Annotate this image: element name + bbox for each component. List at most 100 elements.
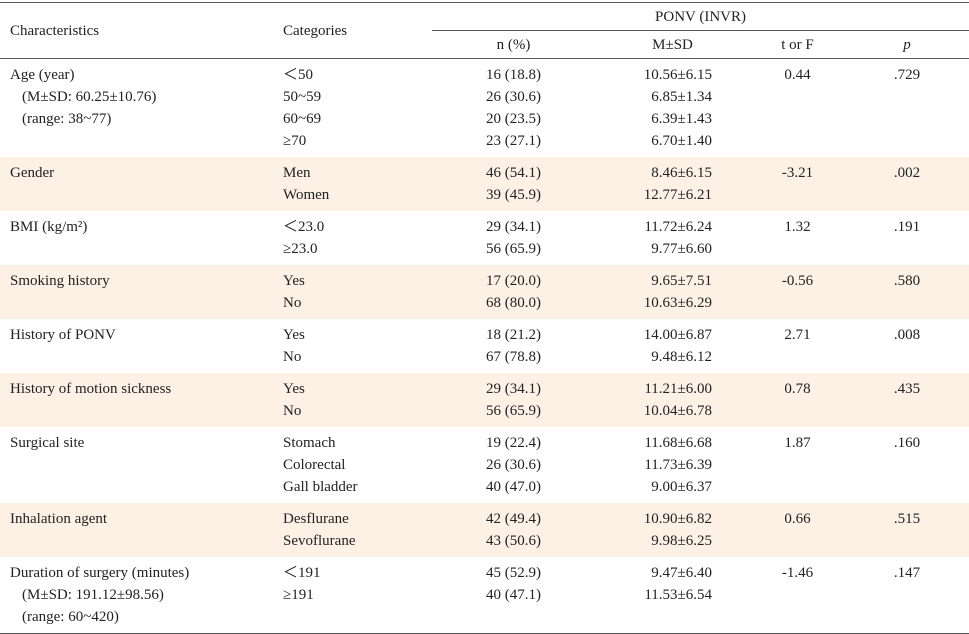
msd-text: 6.85±1.34 xyxy=(651,89,712,105)
header-group: PONV (INVR) xyxy=(432,2,969,31)
table-cell: Gender xyxy=(0,157,275,211)
characteristic-text: History of PONV xyxy=(10,327,116,343)
header-cell: M±SD xyxy=(595,30,750,59)
characteristic-text: (M±SD: 60.25±10.76) xyxy=(22,89,157,105)
n-text: 40 (47.0) xyxy=(486,479,541,495)
categories-text: ＜191 xyxy=(283,565,321,581)
table-cell: Stomach Colorectal Gall bladder xyxy=(275,427,432,503)
categories-text: 50~59 xyxy=(283,89,322,105)
n-text: 23 (27.1) xyxy=(486,133,541,149)
stat-cell: -1.46 xyxy=(750,557,845,634)
characteristic-text: (M±SD: 191.12±98.56) xyxy=(22,587,164,603)
table-cell: Inhalation agent xyxy=(0,503,275,557)
table-cell: History of PONV xyxy=(0,319,275,373)
p-cell: .515 xyxy=(845,503,969,557)
table-body: Age (year) (M±SD: 60.25±10.76) (range: 38~… xyxy=(0,59,969,634)
msd-text: 11.72±6.24 xyxy=(644,219,712,235)
p-cell: .002 xyxy=(845,157,969,211)
table-cell: 45 (52.9) 40 (47.1) xyxy=(432,557,595,634)
table-cell: Surgical site xyxy=(0,427,275,503)
categories-text: ≥70 xyxy=(283,133,307,149)
header-cell: n (%) xyxy=(432,30,595,59)
header-cell: p xyxy=(845,30,969,59)
characteristic-text: History of motion sickness xyxy=(10,381,172,397)
categories-text: No xyxy=(283,295,302,311)
characteristic-text: Gender xyxy=(10,165,55,181)
msd-text: 9.98±6.25 xyxy=(651,533,712,549)
msd-text: 11.73±6.39 xyxy=(644,457,712,473)
n-text: 39 (45.9) xyxy=(486,187,541,203)
msd-text: 9.77±6.60 xyxy=(651,241,712,257)
categories-text: ≥191 xyxy=(283,587,314,603)
categories-text: 60~69 xyxy=(283,111,322,127)
table-cell: Age (year) (M±SD: 60.25±10.76) (range: 38~… xyxy=(0,59,275,158)
msd-text: 9.48±6.12 xyxy=(651,349,712,365)
table-cell: 19 (22.4) 26 (30.6) 40 (47.0) xyxy=(432,427,595,503)
n-text: 16 (18.8) xyxy=(486,67,541,83)
table-row: Smoking history Yes No 17 (20.0) 68 (80.0) 9.… xyxy=(0,265,969,319)
n-text: 56 (65.9) xyxy=(486,403,541,419)
msd-text: 6.70±1.40 xyxy=(651,133,712,149)
n-text: 42 (49.4) xyxy=(486,511,541,527)
characteristic-text: Inhalation agent xyxy=(10,511,108,527)
table-cell: 18 (21.2) 67 (78.8) xyxy=(432,319,595,373)
table-cell: 29 (34.1) 56 (65.9) xyxy=(432,211,595,265)
n-text: 29 (34.1) xyxy=(486,381,541,397)
p-cell: .435 xyxy=(845,373,969,427)
n-text: 56 (65.9) xyxy=(486,241,541,257)
header-cell: t or F xyxy=(750,30,845,59)
table-cell: Yes No xyxy=(275,319,432,373)
msd-text: 8.46±6.15 xyxy=(651,165,712,181)
table-row: Surgical site Stomach Colorectal Gall bladd… xyxy=(0,427,969,503)
categories-text: Colorectal xyxy=(283,457,346,473)
n-text: 46 (54.1) xyxy=(486,165,541,181)
characteristic-text: Smoking history xyxy=(10,273,110,289)
table-cell: Smoking history xyxy=(0,265,275,319)
categories-text: ≥23.0 xyxy=(283,241,318,257)
categories-text: Stomach xyxy=(283,435,336,451)
characteristic-text: BMI (kg/m²) xyxy=(10,219,88,235)
table-cell: Desflurane Sevoflurane xyxy=(275,503,432,557)
msd-text: 6.39±1.43 xyxy=(651,111,712,127)
msd-text: 11.68±6.68 xyxy=(644,435,712,451)
table-cell: 16 (18.8) 26 (30.6) 20 (23.5) 23 (27.1) xyxy=(432,59,595,158)
table-cell: 9.65±7.51 10.63±6.29 xyxy=(595,265,750,319)
header-cell: Characteristics xyxy=(0,2,275,59)
stat-cell: 0.78 xyxy=(750,373,845,427)
stat-cell: -3.21 xyxy=(750,157,845,211)
n-text: 68 (80.0) xyxy=(486,295,541,311)
msd-text: 10.04±6.78 xyxy=(643,403,712,419)
msd-text: 10.90±6.82 xyxy=(643,511,712,527)
msd-text: 9.47±6.40 xyxy=(651,565,712,581)
categories-text: Gall bladder xyxy=(283,479,358,495)
msd-text: 11.21±6.00 xyxy=(644,381,712,397)
categories-text: No xyxy=(283,403,302,419)
categories-text: No xyxy=(283,349,302,365)
n-text: 45 (52.9) xyxy=(486,565,541,581)
table-cell: Yes No xyxy=(275,373,432,427)
table-cell: Duration of surgery (minutes) (M±SD: 191.… xyxy=(0,557,275,634)
table-row: Age (year) (M±SD: 60.25±10.76) (range: 38~… xyxy=(0,59,969,158)
characteristic-text: Age (year) xyxy=(10,67,75,83)
characteristic-text: Surgical site xyxy=(10,435,85,451)
table-row: Duration of surgery (minutes) (M±SD: 191.… xyxy=(0,557,969,634)
stat-cell: 2.71 xyxy=(784,327,811,343)
n-text: 19 (22.4) xyxy=(486,435,541,451)
categories-text: Men xyxy=(283,165,311,181)
table-cell: 46 (54.1) 39 (45.9) xyxy=(432,157,595,211)
categories-text: ＜23.0 xyxy=(283,219,325,235)
stat-cell: 0.66 xyxy=(750,503,845,557)
table-row: History of PONV Yes No 18 (21.2) 67 (78.8) 14… xyxy=(0,319,969,373)
table-cell: ＜23.0 ≥23.0 xyxy=(275,211,432,265)
header-cell: Categories xyxy=(275,2,432,59)
table-row: BMI (kg/m²) ＜23.0 ≥23.0 29 (34.1) 56 (65.9) 1… xyxy=(0,211,969,265)
categories-text: Sevoflurane xyxy=(283,533,356,549)
stat-cell: 1.32 xyxy=(784,219,811,235)
characteristic-text: (range: 38~77) xyxy=(22,111,112,127)
p-cell: .580 xyxy=(845,265,969,319)
n-text: 20 (23.5) xyxy=(486,111,541,127)
table-cell: 29 (34.1) 56 (65.9) xyxy=(432,373,595,427)
table-cell: Men Women xyxy=(275,157,432,211)
n-text: 26 (30.6) xyxy=(486,457,541,473)
categories-text: Yes xyxy=(283,327,305,343)
